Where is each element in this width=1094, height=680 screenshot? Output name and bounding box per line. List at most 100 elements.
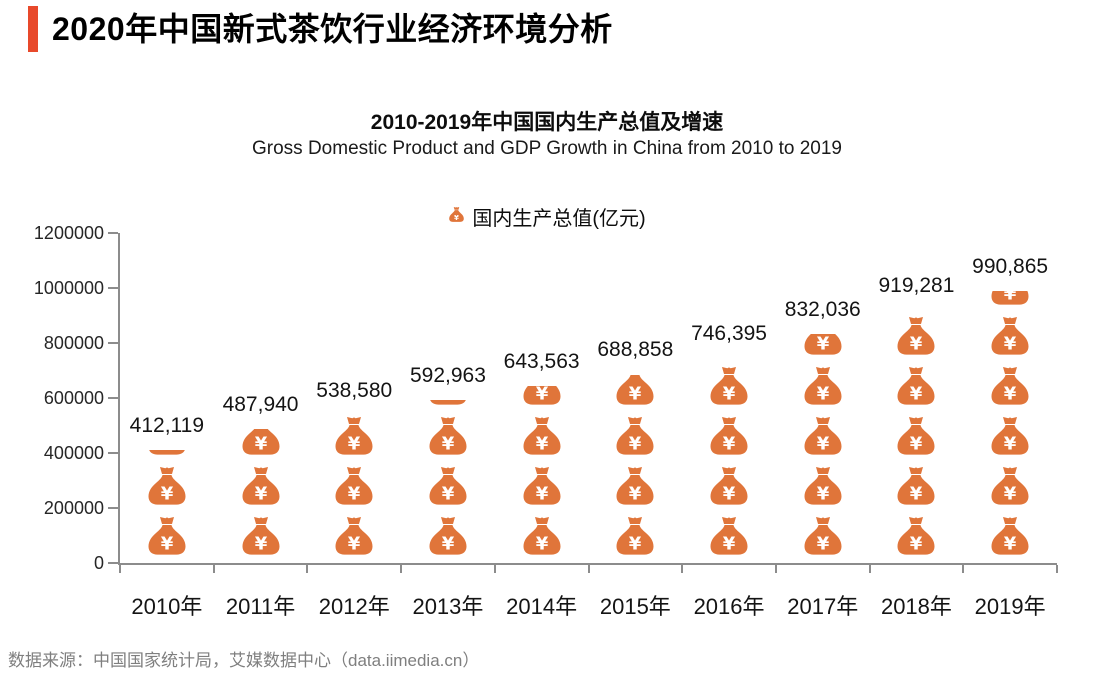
money-bag-unit: ¥ — [146, 467, 188, 505]
money-bag-icon: ¥ — [242, 517, 280, 555]
money-bag-icon: ¥ — [804, 334, 842, 355]
x-axis-label: 2014年 — [506, 594, 578, 619]
money-bag-unit: ¥ — [614, 517, 656, 555]
plot-area: ¥ ¥ ¥412,119 2010年 ¥ ¥ ¥487,940 2011年 ¥ ¥ ¥538,580… — [118, 233, 1058, 619]
money-bag-icon: ¥ — [991, 367, 1029, 405]
money-bag-icon: ¥ — [804, 417, 842, 455]
money-bag-icon: ¥ — [448, 206, 465, 227]
x-axis-tick — [868, 565, 871, 573]
value-label: 832,036 — [784, 298, 861, 322]
svg-text:¥: ¥ — [816, 534, 829, 555]
money-bag-unit: ¥ — [895, 417, 937, 455]
money-bag-unit: ¥ — [333, 467, 375, 505]
value-label: 592,963 — [409, 363, 486, 387]
source-note: 数据来源：中国国家统计局，艾媒数据中心（data.iimedia.cn） — [8, 651, 480, 670]
svg-text:¥: ¥ — [1004, 484, 1017, 505]
svg-text:¥: ¥ — [629, 484, 642, 505]
money-bag-icon: ¥ — [804, 467, 842, 505]
svg-text:¥: ¥ — [254, 434, 267, 455]
money-bag-icon: ¥ — [991, 467, 1029, 505]
money-bag-unit: ¥ — [708, 517, 750, 555]
money-bag-icon: ¥ — [335, 517, 373, 555]
svg-text:¥: ¥ — [535, 386, 548, 404]
svg-text:¥: ¥ — [442, 534, 455, 555]
x-axis-tick — [962, 565, 965, 573]
legend-label: 国内生产总值(亿元) — [472, 208, 646, 230]
svg-text:¥: ¥ — [629, 384, 642, 405]
value-label: 688,858 — [597, 337, 674, 361]
money-bag-unit: ¥ — [802, 367, 844, 405]
bar-2012年: ¥ ¥ ¥ — [333, 415, 375, 563]
x-axis-label: 2019年 — [974, 594, 1046, 619]
y-axis-tick — [108, 452, 118, 454]
money-bag-unit: ¥ — [895, 367, 937, 405]
bar-2019年: ¥ ¥ ¥ ¥ ¥ ¥ — [989, 290, 1031, 563]
svg-text:¥: ¥ — [254, 484, 267, 505]
money-bag-unit: ¥ — [427, 399, 469, 405]
money-bag-unit: ¥ — [614, 467, 656, 505]
money-bag-unit: ¥ — [989, 417, 1031, 455]
money-bag-unit: ¥ — [802, 417, 844, 455]
svg-text:¥: ¥ — [910, 434, 923, 455]
money-bag-unit: ¥ — [333, 517, 375, 555]
money-bag-icon: ¥ — [430, 399, 466, 405]
bar-2017年: ¥ ¥ ¥ ¥ ¥ — [802, 334, 844, 563]
svg-text:¥: ¥ — [910, 534, 923, 555]
money-bag-icon: ¥ — [523, 386, 561, 405]
money-bag-icon: ¥ — [897, 367, 935, 405]
x-axis-label: 2016年 — [693, 594, 765, 619]
y-axis-tick — [108, 397, 118, 399]
svg-text:¥: ¥ — [1004, 534, 1017, 555]
money-bag-unit: ¥ — [240, 517, 282, 555]
money-bag-icon: ¥ — [148, 449, 185, 455]
svg-text:¥: ¥ — [629, 534, 642, 555]
svg-text:¥: ¥ — [442, 434, 455, 455]
money-bag-unit: ¥ — [708, 417, 750, 455]
svg-text:¥: ¥ — [535, 534, 548, 555]
money-bag-icon: ¥ — [242, 467, 280, 505]
money-bag-unit: ¥ — [989, 317, 1031, 355]
money-bag-unit: ¥ — [989, 290, 1031, 305]
chart-legend: ¥ 国内生产总值(亿元) — [0, 202, 1094, 231]
money-bag-unit: ¥ — [989, 517, 1031, 555]
svg-text:¥: ¥ — [1004, 291, 1017, 305]
y-axis-label: 200000 — [43, 498, 104, 518]
svg-text:¥: ¥ — [723, 434, 736, 455]
money-bag-icon: ¥ — [710, 367, 748, 405]
money-bag-unit: ¥ — [895, 317, 937, 355]
bar-2010年: ¥ ¥ ¥ — [146, 449, 188, 563]
money-bag-unit: ¥ — [146, 517, 188, 555]
svg-text:¥: ¥ — [1004, 384, 1017, 405]
y-axis-tick — [108, 232, 118, 234]
svg-text:¥: ¥ — [816, 434, 829, 455]
money-bag-icon: ¥ — [523, 517, 561, 555]
svg-text:¥: ¥ — [161, 450, 174, 455]
money-bag-icon: ¥ — [804, 517, 842, 555]
money-bag-icon: ¥ — [991, 517, 1029, 555]
x-axis-label: 2013年 — [412, 594, 484, 619]
y-axis-tick — [108, 507, 118, 509]
bar-2018年: ¥ ¥ ¥ ¥ ¥ — [895, 310, 937, 563]
svg-text:¥: ¥ — [816, 334, 829, 354]
value-label: 643,563 — [503, 350, 580, 374]
money-bag-unit: ¥ — [333, 417, 375, 455]
money-bag-unit: ¥ — [427, 467, 469, 505]
x-axis-label: 2017年 — [787, 594, 859, 619]
value-label: 990,865 — [972, 254, 1049, 278]
header-accent-bar — [28, 6, 38, 52]
svg-text:¥: ¥ — [723, 384, 736, 405]
money-bag-unit: ¥ — [240, 467, 282, 505]
money-bag-unit: ¥ — [521, 386, 563, 405]
money-bag-unit: ¥ — [708, 467, 750, 505]
money-bag-icon: ¥ — [429, 517, 467, 555]
svg-text:¥: ¥ — [254, 534, 267, 555]
money-bag-unit: ¥ — [802, 517, 844, 555]
y-axis-label: 1200000 — [33, 223, 104, 243]
x-axis-tick — [493, 565, 496, 573]
y-axis-tick — [108, 287, 118, 289]
svg-text:¥: ¥ — [442, 400, 455, 405]
chart-subtitle: Gross Domestic Product and GDP Growth in… — [252, 138, 842, 159]
y-axis-tick — [108, 342, 118, 344]
svg-text:¥: ¥ — [629, 434, 642, 455]
